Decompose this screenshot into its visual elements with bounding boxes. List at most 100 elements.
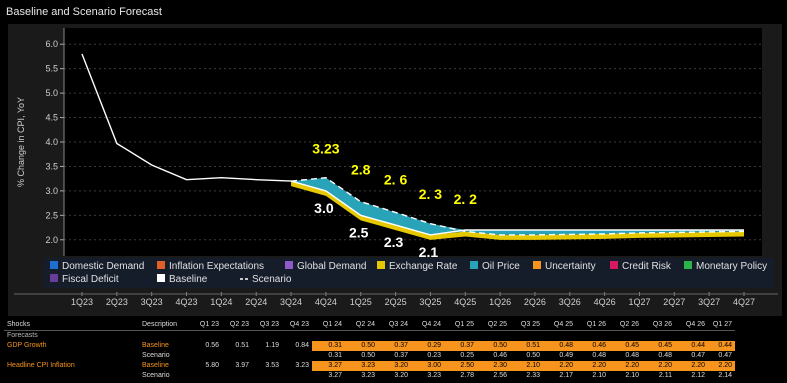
- table-cell: [252, 351, 282, 361]
- x-tick-label: 2Q26: [524, 297, 546, 307]
- table-cell: 2.10: [625, 372, 639, 379]
- table-cell: 2.30: [477, 361, 510, 371]
- table-cell: 0.46: [493, 352, 507, 359]
- legend-swatch: [157, 261, 165, 269]
- x-tick-label: 2Q25: [385, 297, 407, 307]
- y-tick-label: 5.5: [45, 64, 58, 74]
- table-header-cell: Q2 23: [222, 320, 252, 331]
- oil-price-band: [291, 177, 744, 235]
- table-cell: 2.20: [642, 361, 675, 371]
- table-section-row: Forecasts: [4, 331, 735, 342]
- table-header-cell: Q3 24: [378, 320, 411, 331]
- table-cell: 0.50: [345, 341, 378, 351]
- table-cell: 0.31: [328, 352, 342, 359]
- table-cell: 0.50: [526, 352, 540, 359]
- x-tick-label: 3Q27: [698, 297, 720, 307]
- legend-label: Global Demand: [297, 261, 366, 272]
- table-cell: [191, 371, 222, 381]
- row-name: GDP Growth: [7, 342, 47, 349]
- table-cell: [191, 351, 222, 361]
- y-tick-label: 2.5: [45, 210, 58, 220]
- y-axis-label: % Change in CPI, YoY: [16, 97, 26, 187]
- table-header-cell: Q2 25: [477, 320, 510, 331]
- table-cell: 2.78: [460, 372, 474, 379]
- table-cell: 0.29: [411, 341, 444, 351]
- table-cell: 2.20: [675, 361, 708, 371]
- table-header-cell: Description: [139, 320, 191, 331]
- table-cell: 0.51: [510, 341, 543, 351]
- annotation-label: 2.5: [349, 224, 369, 240]
- annotation-label: 2.3: [384, 234, 404, 250]
- table-header-cell: Q2 26: [609, 320, 642, 331]
- table-cell: 0.37: [394, 352, 408, 359]
- table-header-cell: Q1 23: [191, 320, 222, 331]
- annotation-label: 2. 6: [384, 171, 408, 187]
- table-cell: 2.10: [510, 361, 543, 371]
- exchange-rate-band: [291, 181, 744, 240]
- legend-label: Credit Risk: [622, 261, 672, 272]
- table-cell: 0.45: [609, 341, 642, 351]
- x-tick-label: 1Q24: [210, 297, 232, 307]
- table-cell: 0.44: [675, 341, 708, 351]
- legend-label: Uncertainty: [545, 261, 596, 272]
- legend-swatch: [50, 274, 58, 282]
- table-cell: [222, 351, 252, 361]
- table-cell: 3.23: [295, 362, 309, 369]
- table-cell: 2.17: [559, 372, 573, 379]
- table-cell: 2.11: [658, 372, 672, 379]
- table-cell: 0.48: [543, 341, 576, 351]
- x-tick-label: 3Q24: [280, 297, 302, 307]
- forecast-table: Shocks Description Q1 23 Q2 23 Q3 23 Q4 23 Q1 …: [4, 320, 735, 381]
- table-cell: 0.84: [295, 342, 309, 349]
- table-cell: 3.23: [427, 372, 441, 379]
- row-description: Baseline: [142, 362, 169, 369]
- table-cell: [222, 371, 252, 381]
- table-header-cell: Q1 25: [444, 320, 477, 331]
- table-cell: 3.23: [361, 372, 375, 379]
- table-row: Scenario 0.31 0.50 0.37 0.23 0.25 0.46 0.50 0.49…: [4, 351, 735, 361]
- annotation-label: 3.23: [312, 141, 339, 157]
- x-tick-label: 1Q27: [628, 297, 650, 307]
- table-header-cell: Q4 26: [675, 320, 708, 331]
- table-cell: 2.20: [543, 361, 576, 371]
- table-header-cell: Q2 24: [345, 320, 378, 331]
- legend-label: Baseline: [169, 274, 208, 285]
- annotation-label: 2.1: [419, 244, 439, 260]
- table-cell: 3.97: [235, 362, 249, 369]
- table-header-cell: Q4 24: [411, 320, 444, 331]
- y-tick-label: 3.0: [45, 186, 58, 196]
- y-tick-label: 4.0: [45, 137, 58, 147]
- table-cell: 0.25: [460, 352, 474, 359]
- annotation-label: 2. 2: [454, 191, 478, 207]
- legend-swatch: [285, 261, 293, 269]
- x-tick-label: 4Q26: [594, 297, 616, 307]
- x-tick-label: 2Q27: [663, 297, 685, 307]
- table-row: Headline CPI Inflation Baseline 5.80 3.97 3.…: [4, 361, 735, 371]
- annotation-label: 2. 3: [419, 186, 443, 202]
- legend-box: [44, 258, 774, 288]
- table-cell: 0.46: [576, 341, 609, 351]
- legend-swatch: [470, 261, 478, 269]
- y-tick-label: 4.5: [45, 113, 58, 123]
- table-cell: [282, 351, 312, 361]
- table-cell: 0.48: [625, 352, 639, 359]
- x-tick-label: 3Q23: [141, 297, 163, 307]
- table-cell: 3.23: [345, 361, 378, 371]
- table-cell: 0.48: [658, 352, 672, 359]
- table-cell: 0.49: [559, 352, 573, 359]
- table-cell: [282, 371, 312, 381]
- table-cell: 3.20: [378, 361, 411, 371]
- table-header-cell: Q3 23: [252, 320, 282, 331]
- table-header-cell: Q4 25: [543, 320, 576, 331]
- baseline-line: [81, 53, 744, 236]
- row-name: [4, 351, 139, 361]
- row-name: [4, 371, 139, 381]
- x-tick-label: 2Q24: [245, 297, 267, 307]
- table-cell: 3.27: [328, 372, 342, 379]
- legend-swatch: [157, 274, 165, 282]
- legend-label: Scenario: [252, 274, 292, 285]
- y-tick-label: 3.5: [45, 161, 58, 171]
- table-cell: 3.53: [265, 362, 279, 369]
- x-tick-label: 3Q26: [559, 297, 581, 307]
- scenario-line: [290, 176, 745, 236]
